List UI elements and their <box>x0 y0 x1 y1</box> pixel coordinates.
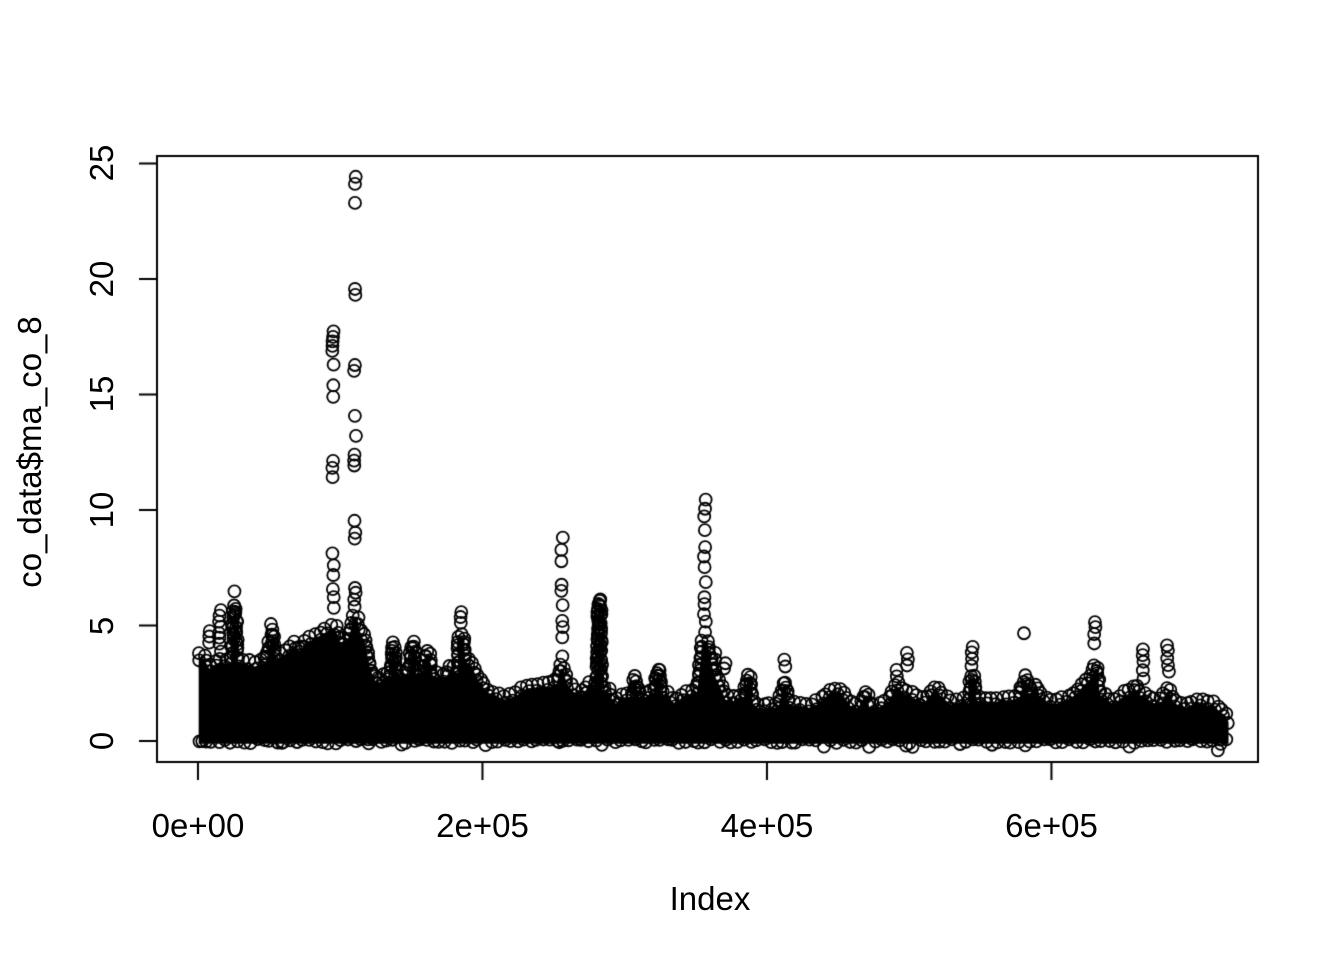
x-tick-label: 2e+05 <box>436 807 529 844</box>
y-tick-label: 10 <box>83 491 120 529</box>
x-tick-label: 4e+05 <box>720 807 814 844</box>
x-axis-title: Index <box>669 880 751 917</box>
x-tick-label: 6e+05 <box>1005 807 1098 844</box>
y-axis-title: co_data$ma_co_8 <box>11 316 48 588</box>
y-tick-label: 5 <box>83 616 120 635</box>
y-tick-label: 20 <box>83 260 120 298</box>
x-tick-label: 0e+00 <box>151 807 245 844</box>
y-tick-label: 0 <box>83 731 120 751</box>
y-tick-label: 15 <box>83 376 120 413</box>
y-tick-label: 25 <box>83 145 120 182</box>
